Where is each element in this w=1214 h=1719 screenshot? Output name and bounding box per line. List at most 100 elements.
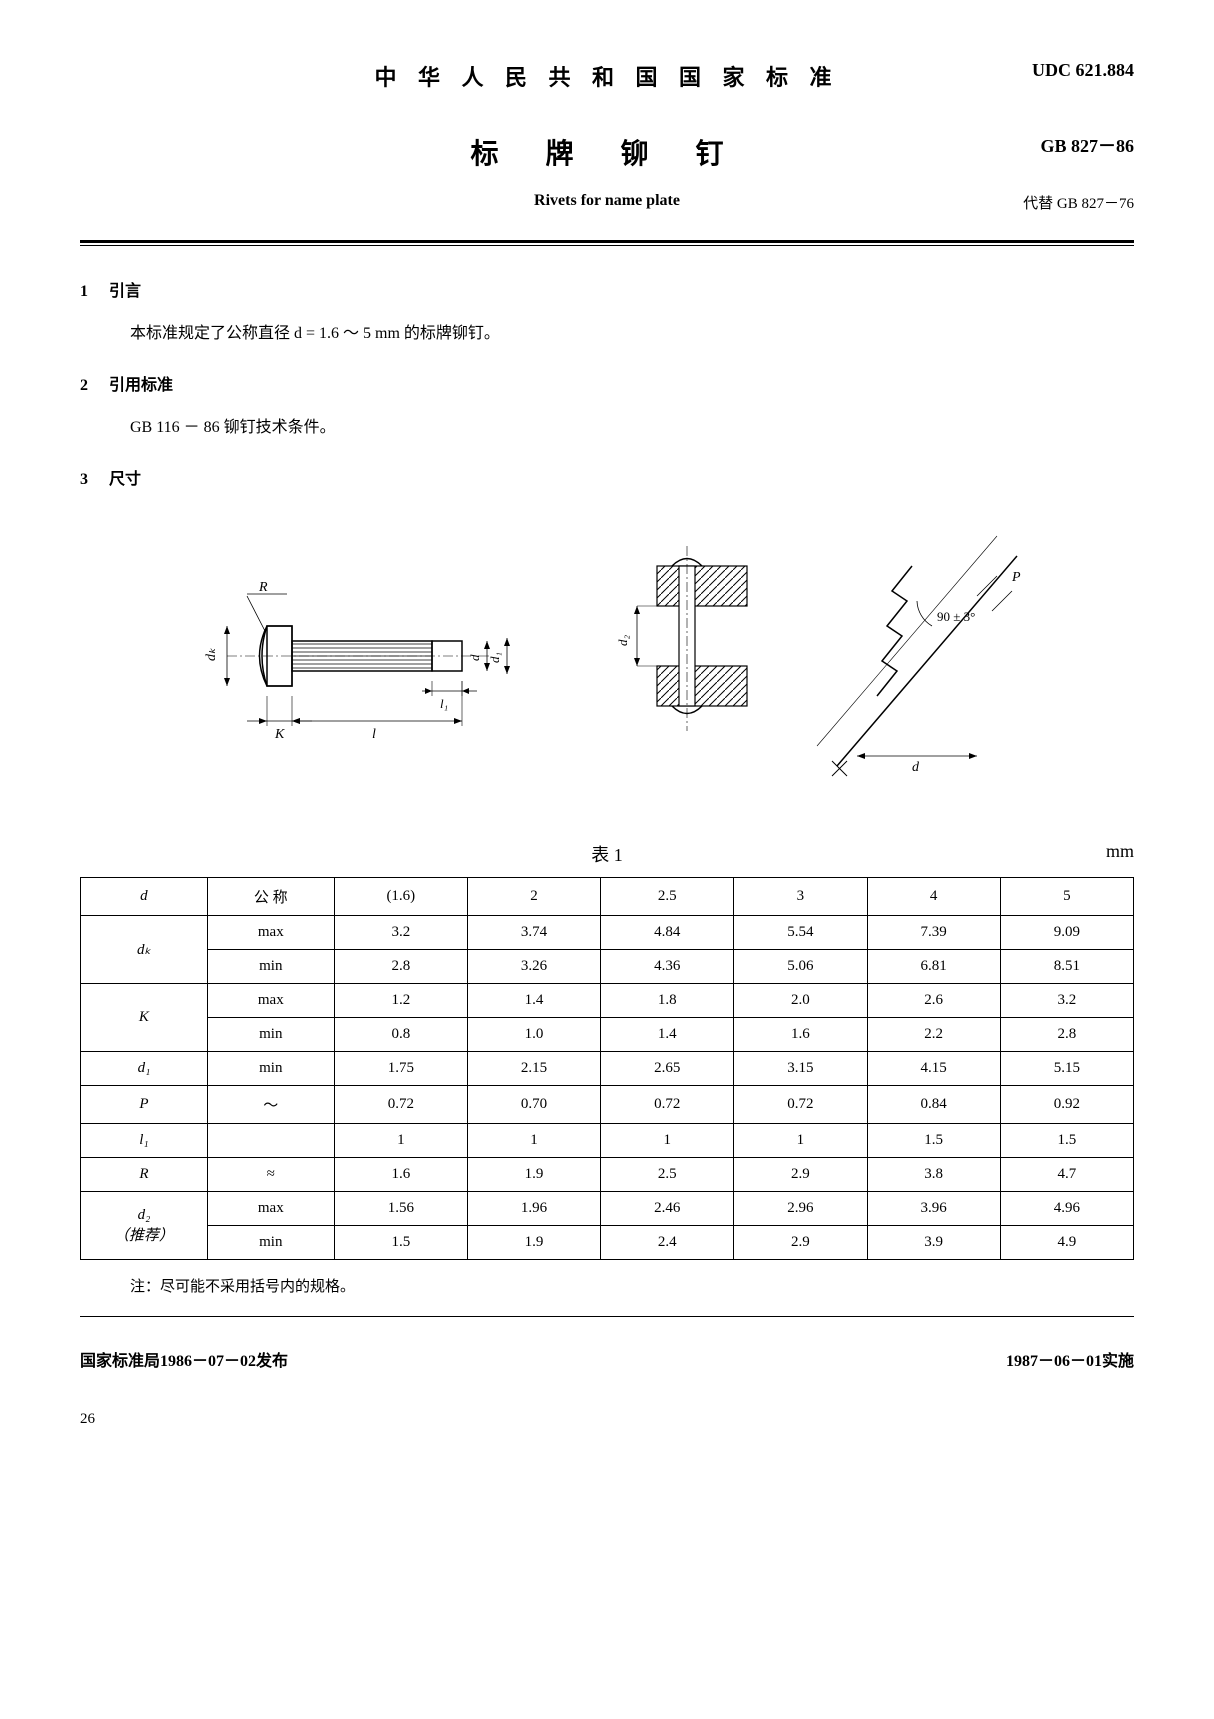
rivet-diagram: R dₖ K l l₁: [80, 526, 1134, 811]
table-cell: max: [207, 916, 334, 950]
label-angle: 90 ± 3°: [937, 609, 975, 624]
table-cell: 6.81: [867, 950, 1000, 984]
table-cell: dₖ: [81, 916, 208, 984]
table-row: min0.81.01.41.62.22.8: [81, 1018, 1134, 1052]
table-cell: 0.72: [334, 1086, 467, 1124]
table-row: min1.51.92.42.93.94.9: [81, 1226, 1134, 1260]
table-cell: 3.15: [734, 1052, 867, 1086]
label-dk: dₖ: [204, 647, 219, 661]
label-d: d: [467, 654, 482, 661]
section-1-title: 引言: [109, 283, 141, 300]
section-3-title: 尺寸: [109, 471, 141, 488]
table-cell: ≈: [207, 1158, 334, 1192]
table-cell: d: [81, 878, 208, 916]
table-cell: 公 称: [207, 878, 334, 916]
table-cell: 5.06: [734, 950, 867, 984]
label-R: R: [258, 580, 268, 595]
section-1-num: 1: [80, 276, 105, 308]
replace-code: 代替 GB 827－76: [1023, 192, 1134, 213]
table-cell: 2.8: [334, 950, 467, 984]
rivet-thread-detail: 90 ± 3° P d: [817, 536, 1021, 776]
table-cell: min: [207, 1226, 334, 1260]
table-cell: 2.5: [601, 878, 734, 916]
table-cell: 2.6: [867, 984, 1000, 1018]
table-cell: ～: [207, 1086, 334, 1124]
table-row: min2.83.264.365.066.818.51: [81, 950, 1134, 984]
table-row: d₁min1.752.152.653.154.155.15: [81, 1052, 1134, 1086]
table-cell: l₁: [81, 1124, 208, 1158]
rivet-side-view: R dₖ K l l₁: [204, 580, 510, 742]
footer-effective: 1987－06－01实施: [1006, 1347, 1134, 1371]
section-3-num: 3: [80, 464, 105, 496]
table-cell: max: [207, 984, 334, 1018]
table-cell: 5.54: [734, 916, 867, 950]
section-2-title: 引用标准: [109, 377, 173, 394]
table-cell: d₁: [81, 1052, 208, 1086]
table-cell: 2.65: [601, 1052, 734, 1086]
section-2-text: GB 116 － 86 铆钉技术条件。: [130, 412, 1134, 444]
rivet-installed-view: d₂: [615, 546, 747, 731]
page-number: 26: [80, 1411, 1134, 1428]
table-row: R≈1.61.92.52.93.84.7: [81, 1158, 1134, 1192]
table-cell: 3.96: [867, 1192, 1000, 1226]
table-cell: 7.39: [867, 916, 1000, 950]
footer-issue: 国家标准局1986－07－02发布: [80, 1353, 288, 1370]
table-cell: 5.15: [1000, 1052, 1133, 1086]
table-cell: 4.96: [1000, 1192, 1133, 1226]
label-d1: d₁: [487, 652, 502, 663]
label-K: K: [274, 727, 285, 742]
table-cell: 1: [734, 1124, 867, 1158]
table-cell: 2.4: [601, 1226, 734, 1260]
table-cell: 8.51: [1000, 950, 1133, 984]
table-cell: 4.15: [867, 1052, 1000, 1086]
table-cell: 1.9: [467, 1158, 600, 1192]
table-cell: 4: [867, 878, 1000, 916]
table-cell: 1: [334, 1124, 467, 1158]
table-cell: min: [207, 950, 334, 984]
table-cell: 0.70: [467, 1086, 600, 1124]
table-cell: 3.8: [867, 1158, 1000, 1192]
table-cell: 5: [1000, 878, 1133, 916]
table-cell: 0.72: [601, 1086, 734, 1124]
table-row: P～0.720.700.720.720.840.92: [81, 1086, 1134, 1124]
table-cell: 1.5: [334, 1226, 467, 1260]
table-cell: 3.74: [467, 916, 600, 950]
english-subtitle: Rivets for name plate: [80, 192, 1134, 210]
table-row: Kmax1.21.41.82.02.63.2: [81, 984, 1134, 1018]
table-row: dₖmax3.23.744.845.547.399.09: [81, 916, 1134, 950]
table-cell: 1.6: [334, 1158, 467, 1192]
table-cell: 3.9: [867, 1226, 1000, 1260]
table-cell: [207, 1124, 334, 1158]
section-1-text: 本标准规定了公称直径 d = 1.6 ～ 5 mm 的标牌铆钉。: [130, 318, 1134, 350]
table-cell: K: [81, 984, 208, 1052]
table-unit: mm: [1106, 841, 1134, 862]
table-cell: R: [81, 1158, 208, 1192]
table-cell: 0.8: [334, 1018, 467, 1052]
table-cell: 0.84: [867, 1086, 1000, 1124]
table-title-row: 表 1 mm: [80, 841, 1134, 867]
doc-subtitle: 标 牌 铆 钉: [80, 132, 1134, 172]
label-l: l: [372, 727, 376, 742]
table-row: d₂ （推荐）max1.561.962.462.963.964.96: [81, 1192, 1134, 1226]
table-cell: 1.96: [467, 1192, 600, 1226]
table-cell: 1: [467, 1124, 600, 1158]
label-d-detail: d: [912, 760, 920, 775]
table-cell: min: [207, 1052, 334, 1086]
gb-code: GB 827－86: [1040, 132, 1134, 158]
table-cell: max: [207, 1192, 334, 1226]
table-cell: 1.2: [334, 984, 467, 1018]
section-2-num: 2: [80, 370, 105, 402]
table-cell: 1.56: [334, 1192, 467, 1226]
table-cell: 1.8: [601, 984, 734, 1018]
table-cell: 2.2: [867, 1018, 1000, 1052]
table-cell: 4.9: [1000, 1226, 1133, 1260]
table-cell: 4.7: [1000, 1158, 1133, 1192]
table-row: d公 称(1.6)22.5345: [81, 878, 1134, 916]
table-cell: 1.5: [1000, 1124, 1133, 1158]
table-cell: 1.6: [734, 1018, 867, 1052]
table-cell: 4.84: [601, 916, 734, 950]
table-cell: P: [81, 1086, 208, 1124]
table-cell: 2: [467, 878, 600, 916]
table-cell: d₂ （推荐）: [81, 1192, 208, 1260]
table-cell: 1.4: [467, 984, 600, 1018]
